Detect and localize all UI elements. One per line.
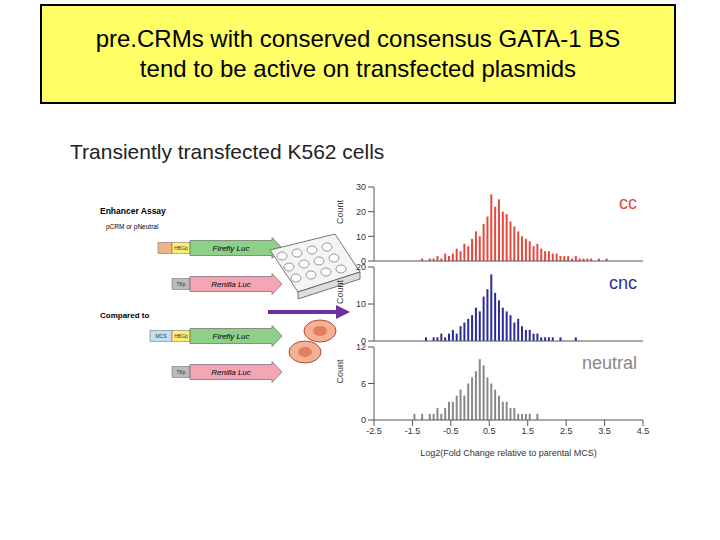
svg-text:pCRM or pNeutral: pCRM or pNeutral xyxy=(106,223,159,231)
svg-text:-1.5: -1.5 xyxy=(405,426,421,436)
html-text:cnc: cnc xyxy=(609,273,637,293)
svg-text:12: 12 xyxy=(356,343,366,352)
svg-text:Compared to: Compared to xyxy=(100,311,149,320)
svg-text:Count: Count xyxy=(335,359,345,384)
svg-text:Renilla Luc: Renilla Luc xyxy=(211,368,251,377)
svg-text:-0.5: -0.5 xyxy=(443,426,459,436)
svg-text:Enhancer Assay: Enhancer Assay xyxy=(100,206,166,216)
html-text:neutral: neutral xyxy=(582,353,637,373)
svg-text:20: 20 xyxy=(356,263,366,272)
html-text:Transiently transfected K562 c: Transiently transfected K562 cells xyxy=(70,140,385,163)
svg-text:10: 10 xyxy=(356,232,366,242)
svg-text:30: 30 xyxy=(356,183,366,192)
svg-text:Renilla Luc: Renilla Luc xyxy=(211,280,251,289)
svg-text:TKp: TKp xyxy=(176,369,185,375)
svg-text:TKp: TKp xyxy=(176,281,185,287)
html-text:tend to be active on transfect: tend to be active on transfected plasmid… xyxy=(139,55,577,82)
html-text:cc: cc xyxy=(619,193,637,213)
svg-text:Count: Count xyxy=(335,279,345,304)
svg-text:2.5: 2.5 xyxy=(560,426,573,436)
svg-text:-2.5: -2.5 xyxy=(366,426,382,436)
svg-text:6: 6 xyxy=(361,379,366,389)
svg-text:Firefly Luc: Firefly Luc xyxy=(213,332,250,341)
svg-text:20: 20 xyxy=(356,207,366,217)
svg-text:Firefly Luc: Firefly Luc xyxy=(213,244,250,253)
svg-text:Log2(Fold Change relative to p: Log2(Fold Change relative to parental MC… xyxy=(420,448,597,458)
svg-text:10: 10 xyxy=(356,299,366,309)
svg-text:0: 0 xyxy=(361,415,366,425)
svg-text:Count: Count xyxy=(335,199,345,224)
svg-text:HBGp: HBGp xyxy=(174,333,188,339)
svg-text:3.5: 3.5 xyxy=(598,426,611,436)
svg-text:HBGp: HBGp xyxy=(174,245,188,251)
svg-text:MCS: MCS xyxy=(155,333,167,339)
html-text:pre.CRMs with conserved consen: pre.CRMs with conserved consensus GATA-1… xyxy=(95,25,621,52)
svg-text:0.5: 0.5 xyxy=(483,426,496,436)
svg-text:1.5: 1.5 xyxy=(521,426,534,436)
svg-text:4.5: 4.5 xyxy=(637,426,650,436)
